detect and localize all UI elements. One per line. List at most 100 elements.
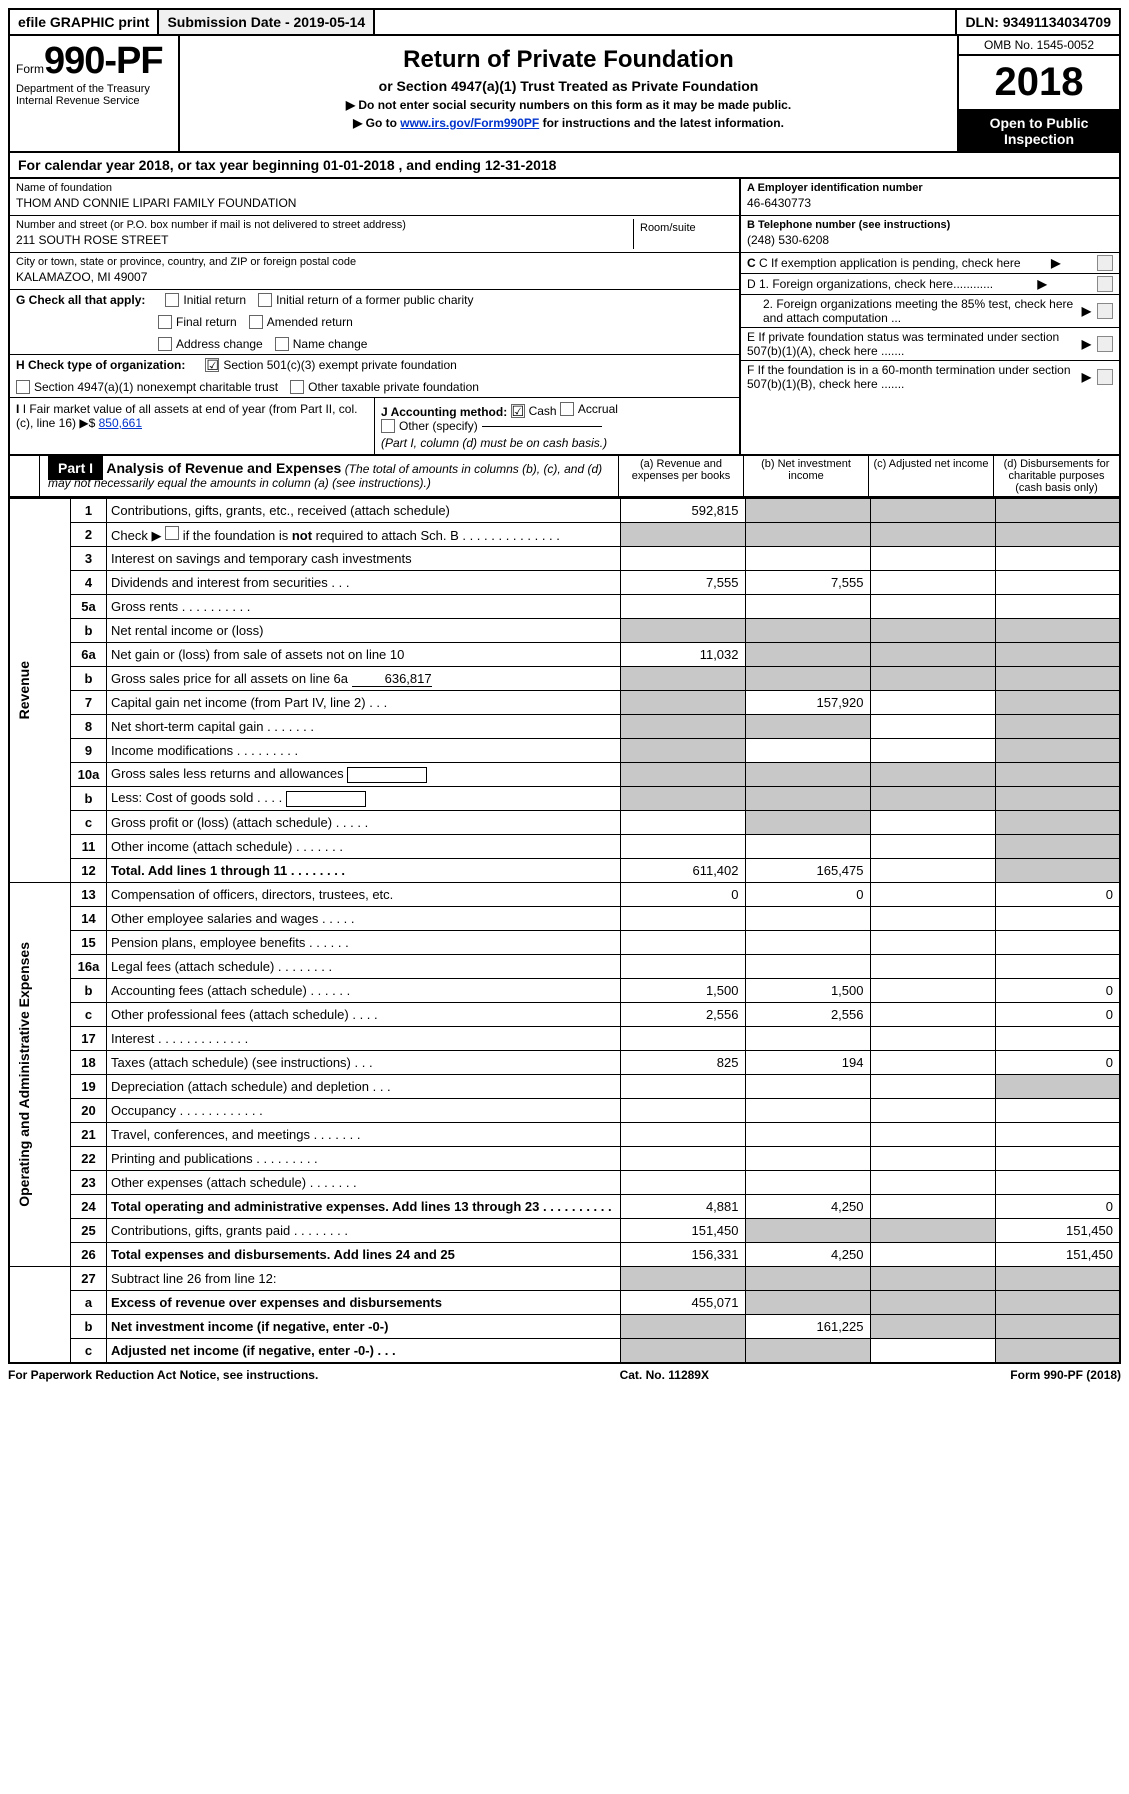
header-left: Form 990-PF Department of the Treasury I… — [10, 36, 180, 151]
amount-cell — [995, 1147, 1120, 1171]
line-number: c — [71, 811, 107, 835]
instructions-link[interactable]: www.irs.gov/Form990PF — [400, 116, 539, 130]
501c3-checkbox[interactable]: ☑ — [205, 358, 219, 372]
sch-b-checkbox[interactable] — [165, 526, 179, 540]
amount-cell — [745, 1075, 870, 1099]
amount-cell — [995, 835, 1120, 859]
amended-return-checkbox[interactable] — [249, 315, 263, 329]
line-description: Accounting fees (attach schedule) . . . … — [107, 979, 621, 1003]
amount-cell — [995, 715, 1120, 739]
amount-cell — [745, 1027, 870, 1051]
footer: For Paperwork Reduction Act Notice, see … — [8, 1364, 1121, 1386]
table-row: 2Check ▶ if the foundation is not requir… — [9, 523, 1120, 547]
line-number: 7 — [71, 691, 107, 715]
address-change-checkbox[interactable] — [158, 337, 172, 351]
amount-cell: 4,250 — [745, 1195, 870, 1219]
efile-button[interactable]: efile GRAPHIC print — [10, 10, 159, 34]
amount-cell — [995, 667, 1120, 691]
ssn-warning: ▶ Do not enter social security numbers o… — [186, 98, 951, 112]
form-number-footer: Form 990-PF (2018) — [1010, 1368, 1121, 1382]
d1-label: D 1. Foreign organizations, check here..… — [747, 277, 993, 291]
amount-cell — [995, 811, 1120, 835]
table-row: 24Total operating and administrative exp… — [9, 1195, 1120, 1219]
amount-cell — [745, 715, 870, 739]
table-row: 27Subtract line 26 from line 12: — [9, 1267, 1120, 1291]
amount-cell — [620, 835, 745, 859]
amount-cell — [745, 1219, 870, 1243]
amount-cell — [620, 1027, 745, 1051]
amount-cell: 11,032 — [620, 643, 745, 667]
line-number: 9 — [71, 739, 107, 763]
section-label: Operating and Administrative Expenses — [14, 938, 34, 1211]
other-taxable-checkbox[interactable] — [290, 380, 304, 394]
f-checkbox[interactable] — [1097, 369, 1113, 385]
amount-cell — [995, 547, 1120, 571]
amount-cell — [995, 787, 1120, 811]
i-block: I I Fair market value of all assets at e… — [10, 398, 375, 454]
table-row: 10aGross sales less returns and allowanc… — [9, 763, 1120, 787]
amount-cell — [995, 955, 1120, 979]
amount-cell — [995, 763, 1120, 787]
pra-notice: For Paperwork Reduction Act Notice, see … — [8, 1368, 318, 1382]
phone-value: (248) 530-6208 — [747, 231, 1113, 249]
name-change-checkbox[interactable] — [275, 337, 289, 351]
amount-cell — [870, 571, 995, 595]
amount-cell: 161,225 — [745, 1315, 870, 1339]
accrual-checkbox[interactable] — [560, 402, 574, 416]
amount-cell — [870, 835, 995, 859]
amount-cell: 455,071 — [620, 1291, 745, 1315]
table-row: 20Occupancy . . . . . . . . . . . . — [9, 1099, 1120, 1123]
amount-cell — [620, 811, 745, 835]
amount-cell — [870, 1075, 995, 1099]
d2-label: 2. Foreign organizations meeting the 85%… — [747, 297, 1082, 325]
amount-cell — [995, 619, 1120, 643]
room-suite-label: Room/suite — [633, 219, 733, 249]
amount-cell: 1,500 — [745, 979, 870, 1003]
e-checkbox[interactable] — [1097, 336, 1113, 352]
line-description: Other professional fees (attach schedule… — [107, 1003, 621, 1027]
other-specify-checkbox[interactable] — [381, 419, 395, 433]
amount-cell — [745, 1267, 870, 1291]
line-description: Capital gain net income (from Part IV, l… — [107, 691, 621, 715]
d2-checkbox[interactable] — [1097, 303, 1113, 319]
amount-cell — [870, 1195, 995, 1219]
fmv-value[interactable]: 850,661 — [99, 416, 142, 430]
amount-cell — [745, 499, 870, 523]
cash-checkbox[interactable]: ☑ — [511, 404, 525, 418]
amount-cell: 611,402 — [620, 859, 745, 883]
amount-cell — [870, 1027, 995, 1051]
amount-cell — [870, 667, 995, 691]
form-prefix: Form — [16, 62, 44, 76]
table-row: 5aGross rents . . . . . . . . . . — [9, 595, 1120, 619]
part1-header: Part I Analysis of Revenue and Expenses … — [8, 456, 1121, 498]
amount-cell — [745, 523, 870, 547]
line-number: 16a — [71, 955, 107, 979]
amount-cell — [870, 955, 995, 979]
d1-checkbox[interactable] — [1097, 276, 1113, 292]
amount-cell — [995, 931, 1120, 955]
initial-former-checkbox[interactable] — [258, 293, 272, 307]
initial-return-checkbox[interactable] — [165, 293, 179, 307]
line-description: Contributions, gifts, grants, etc., rece… — [107, 499, 621, 523]
4947a1-checkbox[interactable] — [16, 380, 30, 394]
amount-cell — [870, 931, 995, 955]
h-check-row: H Check type of organization: ☑Section 5… — [10, 355, 739, 398]
amount-cell — [995, 907, 1120, 931]
amount-cell: 4,250 — [745, 1243, 870, 1267]
amount-cell — [995, 1123, 1120, 1147]
c-exemption-label: C If exemption application is pending, c… — [759, 256, 1021, 270]
table-row: Revenue1Contributions, gifts, grants, et… — [9, 499, 1120, 523]
calendar-year-row: For calendar year 2018, or tax year begi… — [8, 153, 1121, 179]
amount-cell — [995, 499, 1120, 523]
dept-treasury: Department of the Treasury — [16, 83, 172, 95]
ein-value: 46-6430773 — [747, 194, 1113, 212]
final-return-checkbox[interactable] — [158, 315, 172, 329]
amount-cell: 4,881 — [620, 1195, 745, 1219]
amount-cell: 0 — [745, 883, 870, 907]
line-description: Taxes (attach schedule) (see instruction… — [107, 1051, 621, 1075]
amount-cell — [620, 619, 745, 643]
c-checkbox[interactable] — [1097, 255, 1113, 271]
line-number: 18 — [71, 1051, 107, 1075]
line-description: Gross rents . . . . . . . . . . — [107, 595, 621, 619]
line-description: Subtract line 26 from line 12: — [107, 1267, 621, 1291]
